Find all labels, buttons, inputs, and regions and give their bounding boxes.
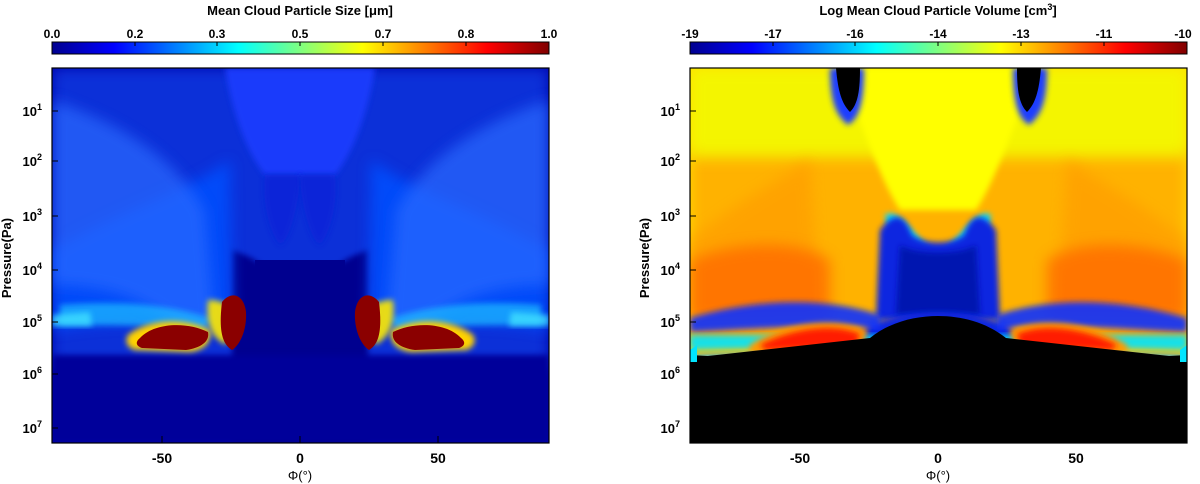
right-y-tick-label: 101 [661, 102, 680, 119]
left-y-tick-label: 107 [23, 419, 42, 436]
left-x-tick-label: 0 [296, 450, 304, 466]
right-y-tick-label: 102 [661, 152, 680, 169]
right-colorbar-tick-label: -13 [1012, 27, 1030, 41]
left-y-tick-label: 103 [23, 207, 42, 224]
left-panel: Mean Cloud Particle Size [μm] 0.0 0.2 0.… [0, 3, 558, 483]
right-x-tick-label: 50 [1068, 450, 1084, 466]
left-x-tick-label: -50 [152, 450, 172, 466]
left-x-tick-label: 50 [430, 450, 446, 466]
right-y-tick-label: 107 [661, 419, 680, 436]
right-colorbar-tick-label: -11 [1096, 27, 1113, 41]
left-y-tick-label: 106 [23, 365, 42, 382]
left-colorbar-ticks [134, 42, 467, 46]
left-x-axis-label: Φ(°) [288, 468, 312, 483]
left-y-tick-label: 104 [23, 261, 42, 278]
left-axis-ticks [52, 110, 439, 443]
right-colorbar-tick-label: -10 [1174, 27, 1192, 41]
left-colorbar-tick-labels: 0.0 0.2 0.3 0.5 0.7 0.8 1.0 [44, 27, 558, 41]
left-x-tick-labels: -50 0 50 [152, 450, 446, 466]
right-y-tick-labels: 101 102 103 104 105 106 107 [661, 102, 680, 436]
right-colorbar-tick-label: -17 [764, 27, 782, 41]
right-heatmap [690, 68, 1187, 443]
left-heatmap [52, 68, 549, 443]
left-y-axis-label: Pressure(Pa) [0, 218, 14, 298]
right-colorbar-title: Log Mean Cloud Particle Volume [cm3] [819, 2, 1056, 18]
right-x-tick-label: 0 [934, 450, 942, 466]
left-y-tick-label: 102 [23, 152, 42, 169]
right-y-tick-label: 104 [661, 261, 680, 278]
right-x-tick-label: -50 [790, 450, 810, 466]
right-colorbar-tick-label: -16 [846, 27, 864, 41]
right-colorbar-tick-label: -19 [681, 27, 699, 41]
right-y-axis-label: Pressure(Pa) [637, 218, 652, 298]
right-y-tick-label: 105 [661, 313, 680, 330]
left-colorbar-tick-label: 0.5 [292, 27, 309, 41]
right-x-tick-labels: -50 0 50 [790, 450, 1084, 466]
right-colorbar-ticks [772, 42, 1105, 46]
left-colorbar-tick-label: 0.7 [375, 27, 392, 41]
left-colorbar-tick-label: 0.8 [458, 27, 475, 41]
left-y-tick-label: 101 [23, 102, 42, 119]
right-panel: Log Mean Cloud Particle Volume [cm3] -19… [637, 2, 1192, 483]
right-colorbar-tick-labels: -19 -17 -16 -14 -13 -11 -10 [681, 27, 1192, 41]
right-y-tick-label: 103 [661, 207, 680, 224]
left-colorbar-tick-label: 0.3 [209, 27, 226, 41]
right-y-tick-label: 106 [661, 365, 680, 382]
left-colorbar-tick-label: 0.0 [44, 27, 61, 41]
left-colorbar-title: Mean Cloud Particle Size [μm] [207, 3, 393, 18]
left-y-tick-label: 105 [23, 313, 42, 330]
right-axis-ticks [690, 110, 1077, 443]
right-x-axis-label: Φ(°) [926, 468, 950, 483]
left-colorbar-tick-label: 0.2 [127, 27, 144, 41]
left-y-tick-labels: 101 102 103 104 105 106 107 [23, 102, 42, 436]
right-colorbar-tick-label: -14 [929, 27, 947, 41]
left-colorbar-tick-label: 1.0 [541, 27, 558, 41]
